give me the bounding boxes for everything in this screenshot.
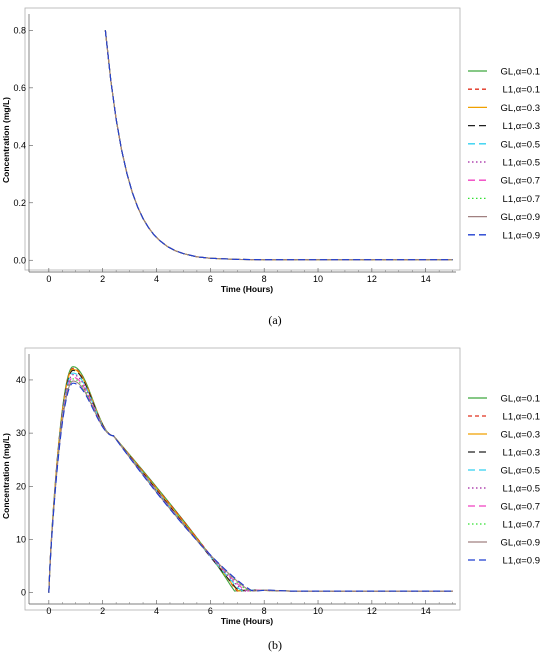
series-line-7 [104, 30, 453, 261]
legend-entry: GL,α=0.1 [500, 67, 540, 78]
y-tick-label: 0.6 [13, 83, 26, 93]
legend-entry: L1,α=0.1 [503, 85, 540, 96]
x-axis-label: Time (Hours) [221, 616, 273, 626]
series-line-1 [48, 366, 453, 593]
x-tick-label: 6 [208, 274, 213, 284]
series-line-7 [48, 376, 453, 593]
x-axis-label: Time (Hours) [221, 284, 273, 294]
y-axis-label: Concentration (mg/L) [1, 97, 11, 183]
series-line-5 [104, 30, 453, 261]
legend-entry: L1,α=0.3 [503, 121, 540, 132]
x-tick-label: 2 [100, 274, 105, 284]
legend-entry: GL,α=0.7 [500, 176, 540, 187]
series-line-2 [104, 30, 453, 261]
legend-entry: L1,α=0.7 [503, 194, 540, 205]
legend-entry: GL,α=0.7 [500, 502, 540, 513]
series-line-2 [48, 367, 453, 593]
legend-entry: GL,α=0.1 [500, 394, 540, 405]
y-tick-label: 0.2 [13, 198, 26, 208]
figure-caption: (a) [268, 313, 281, 327]
x-tick-label: 6 [208, 606, 213, 616]
y-tick-label: 20 [16, 481, 26, 491]
y-tick-label: 0.0 [13, 255, 26, 265]
series-line-10 [48, 382, 453, 593]
chart-panel-b: 0 2 4 6 8 10 12 14 0 10 20 30 40 Time (Hours) Concentr… [1, 347, 540, 652]
series-line-9 [48, 380, 453, 593]
series-line-9 [104, 30, 453, 261]
series-line-6 [48, 374, 453, 593]
x-tick-label: 8 [262, 606, 267, 616]
x-tick-label: 0 [46, 274, 51, 284]
legend-entry: L1,α=0.1 [503, 412, 540, 423]
legend-entry: GL,α=0.5 [500, 139, 540, 150]
series-line-6 [104, 30, 453, 261]
y-tick-label: 10 [16, 534, 26, 544]
series-line-3 [48, 368, 453, 593]
x-tick-label: 10 [313, 606, 323, 616]
plot-frame [24, 347, 461, 611]
x-tick-label: 12 [367, 274, 377, 284]
legend-entry: GL,α=0.9 [500, 538, 540, 549]
y-tick-label: 40 [16, 375, 26, 385]
x-tick-label: 14 [421, 606, 431, 616]
legend-entry: L1,α=0.5 [503, 484, 540, 495]
x-tick-label: 10 [313, 274, 323, 284]
y-tick-label: 30 [16, 428, 26, 438]
x-tick-label: 4 [154, 606, 159, 616]
plot-frame [24, 7, 461, 271]
x-tick-label: 8 [262, 274, 267, 284]
legend-entry: GL,α=0.5 [500, 466, 540, 477]
series-line-8 [48, 378, 453, 593]
y-axis-label: Concentration (mg/L) [1, 433, 11, 519]
y-tick-label: 0.8 [13, 25, 26, 35]
legend-entry: GL,α=0.9 [500, 212, 540, 223]
legend-entry: L1,α=0.5 [503, 158, 540, 169]
y-tick-label: 0.4 [13, 140, 26, 150]
series-line-1 [104, 30, 453, 261]
x-tick-label: 4 [154, 274, 159, 284]
legend-entry: L1,α=0.3 [503, 448, 540, 459]
series-line-8 [104, 30, 453, 261]
legend-entry: L1,α=0.7 [503, 520, 540, 531]
x-tick-label: 12 [367, 606, 377, 616]
x-tick-label: 0 [46, 606, 51, 616]
legend-entry: L1,α=0.9 [503, 230, 540, 241]
legend-entry: L1,α=0.9 [503, 556, 540, 567]
series-line-3 [104, 30, 453, 261]
y-tick-label: 0 [21, 588, 26, 598]
legend-entry: GL,α=0.3 [500, 103, 540, 114]
figure-caption: (b) [268, 638, 282, 652]
series-line-4 [104, 30, 453, 261]
x-tick-label: 2 [100, 606, 105, 616]
legend-entry: GL,α=0.3 [500, 430, 540, 441]
series-line-4 [48, 369, 453, 593]
chart-panel-a: 0 2 4 6 8 10 12 14 0.0 0.2 0.4 0.6 0.8 Time (Hours) Co… [1, 7, 540, 327]
x-tick-label: 14 [421, 274, 431, 284]
series-line-5 [48, 372, 453, 593]
series-line-10 [104, 30, 453, 261]
